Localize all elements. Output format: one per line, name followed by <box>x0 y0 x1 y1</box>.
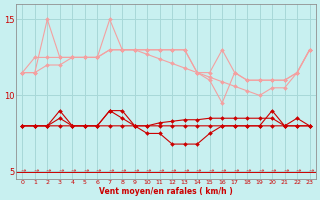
Text: ↗: ↗ <box>69 167 76 174</box>
Text: ↗: ↗ <box>131 167 138 174</box>
Text: ↗: ↗ <box>306 167 313 174</box>
Text: ↗: ↗ <box>44 167 51 174</box>
Text: ↗: ↗ <box>19 167 26 174</box>
Text: ↗: ↗ <box>269 167 276 174</box>
Text: ↗: ↗ <box>119 167 126 174</box>
Text: ↗: ↗ <box>81 167 88 174</box>
Text: ↗: ↗ <box>169 167 176 174</box>
Text: ↗: ↗ <box>94 167 101 174</box>
Text: ↗: ↗ <box>56 167 63 174</box>
Text: ↗: ↗ <box>281 167 288 174</box>
Text: ↗: ↗ <box>181 167 188 174</box>
Text: ↗: ↗ <box>294 167 300 174</box>
Text: ↗: ↗ <box>206 167 213 174</box>
Text: ↗: ↗ <box>156 167 163 174</box>
Text: ↗: ↗ <box>194 167 201 174</box>
Text: ↗: ↗ <box>244 167 251 174</box>
Text: ↗: ↗ <box>256 167 263 174</box>
Text: ↗: ↗ <box>231 167 238 174</box>
Text: ↗: ↗ <box>144 167 151 174</box>
Text: ↗: ↗ <box>219 167 226 174</box>
Text: ↗: ↗ <box>31 167 38 174</box>
X-axis label: Vent moyen/en rafales ( km/h ): Vent moyen/en rafales ( km/h ) <box>99 187 233 196</box>
Text: ↗: ↗ <box>106 167 113 174</box>
